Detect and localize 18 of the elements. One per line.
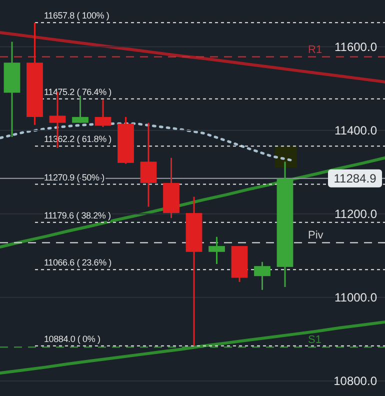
candlestick — [208, 236, 225, 265]
candlestick — [140, 122, 157, 208]
candlestick — [254, 261, 270, 291]
ref-line-label: S1 — [308, 334, 322, 346]
ref-line-label: R1 — [308, 44, 322, 56]
y-tick-label: 10800.0 — [334, 374, 378, 388]
y-tick-label: 11600.0 — [334, 40, 378, 54]
ref-line-label: 11475.2 ( 76.4% ) — [44, 86, 112, 97]
y-tick-label: 11000.0 — [334, 290, 378, 304]
ref-line-label: 11657.8 ( 100% ) — [44, 10, 110, 21]
ref-line-label: 11284.9 — [334, 171, 377, 186]
candlestick — [94, 99, 112, 128]
ref-line-label: 11179.6 ( 38.2% ) — [44, 210, 112, 220]
ref-line-label: 10884.0 ( 0% ) — [44, 334, 100, 344]
ref-line-label: Piv — [308, 230, 324, 242]
ref-line-label: 11066.6 ( 23.6% ) — [44, 258, 112, 268]
y-tick-label: 11400.0 — [334, 123, 378, 138]
y-tick-label: 11200.0 — [334, 206, 378, 221]
